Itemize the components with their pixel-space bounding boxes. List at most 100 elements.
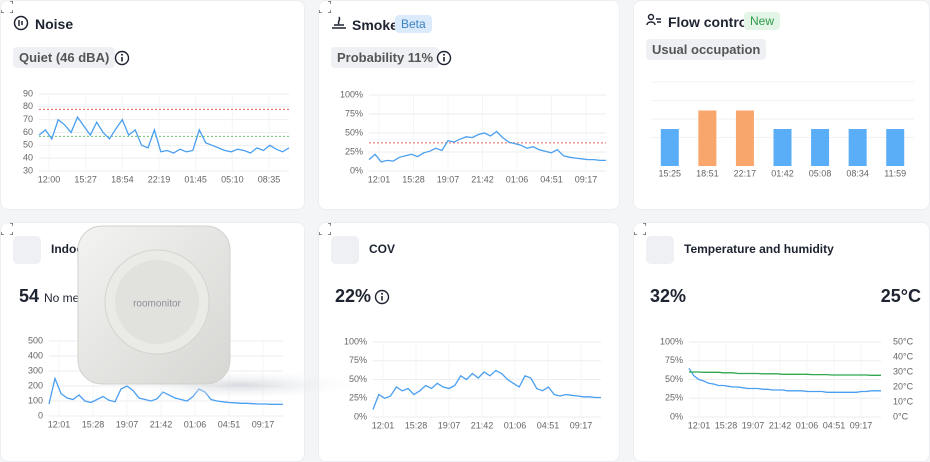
x-tick-label: 21:42	[471, 420, 494, 430]
bar	[698, 110, 717, 166]
device-image: roomonitor	[77, 225, 360, 399]
card-title: Flow control	[668, 14, 752, 30]
expand-button[interactable]	[1, 1, 13, 13]
y2-tick-label: 20°C	[893, 381, 914, 391]
flow-card: 15:25 18:51 22:17 01:42 05:08 08:34 11:59 Flow…	[633, 0, 930, 210]
indoor-icon	[13, 236, 41, 264]
x-tick-label: 01:06	[506, 174, 529, 184]
x-tick-label: 12:01	[368, 174, 391, 184]
y-tick-label: 80	[23, 101, 33, 111]
x-tick-label: 12:01	[372, 420, 395, 430]
x-tick-label: 15:28	[402, 174, 425, 184]
y-tick-label: 50%	[349, 374, 367, 384]
card-title: COV	[369, 242, 396, 256]
indoor-chart: 0 100 200 300 400 500 12:01 15:28 19:07 21:42 01:0…	[28, 335, 284, 429]
x-tick-label: 19:07	[116, 419, 139, 429]
x-tick-label: 12:01	[48, 419, 71, 429]
noise-card: 30 40 50 60 70 80 90 12:00 15:27 18:54 22:19 01:45 0…	[0, 0, 305, 210]
y-tick-label: 500	[28, 335, 43, 345]
y-tick-label: 30	[23, 165, 33, 175]
info-icon[interactable]	[114, 50, 130, 66]
x-tick-label: 15:28	[715, 420, 738, 430]
y2-tick-label: 0°C	[893, 411, 909, 421]
status-badge: Probability 11%	[331, 47, 440, 68]
bar	[735, 110, 754, 166]
x-tick-label: 09:17	[570, 420, 593, 430]
x-tick-label: 01:45	[184, 174, 207, 184]
series-line	[689, 371, 881, 376]
x-tick-label: 15:28	[82, 419, 105, 429]
x-tick-label: 01:42	[771, 168, 794, 178]
x-tick-label: 19:07	[437, 174, 460, 184]
y-tick-label: 300	[28, 365, 43, 375]
x-tick-label: 21:42	[769, 420, 792, 430]
y-tick-label: 0%	[350, 165, 363, 175]
x-tick-label: 04:51	[218, 419, 241, 429]
x-tick-label: 12:00	[38, 174, 61, 184]
y2-tick-label: 50°C	[893, 336, 914, 346]
y-tick-label: 40	[23, 153, 33, 163]
y-tick-label: 90	[23, 88, 33, 98]
bar	[848, 129, 867, 166]
x-tick-label: 15:27	[74, 174, 97, 184]
x-tick-label: 22:17	[734, 168, 757, 178]
card-title: Noise	[35, 16, 74, 32]
temp-card: 0% 25% 50% 75% 100% 0°C 10°C 20°C 30°C 40°C 50°C 12…	[633, 222, 930, 462]
x-tick-label: 05:10	[221, 174, 244, 184]
cov-icon	[331, 236, 359, 264]
smoke-card: 0% 25% 50% 75% 100% 12:01 15:28 19:07 21:42 01:06…	[318, 0, 620, 210]
series-line	[372, 369, 601, 410]
card-title: Smoke	[352, 17, 398, 33]
y-tick-label: 75%	[345, 108, 363, 118]
smoke-chart: 0% 25% 50% 75% 100% 12:01 15:28 19:07 21:42 01:06…	[340, 89, 606, 184]
y-tick-label: 100%	[340, 89, 363, 99]
device-label: roomonitor	[133, 299, 181, 310]
x-tick-label: 15:28	[405, 420, 428, 430]
series-line	[368, 130, 606, 163]
series-line	[688, 367, 881, 393]
expand-button[interactable]	[634, 223, 646, 235]
flow-chart: 15:25 18:51 22:17 01:42 05:08 08:34 11:59	[651, 81, 914, 178]
y-tick-label: 50%	[345, 127, 363, 137]
info-icon[interactable]	[436, 50, 452, 66]
humidity-value: 32%	[650, 286, 687, 306]
x-tick-label: 04:51	[823, 420, 846, 430]
x-tick-label: 01:06	[504, 420, 527, 430]
x-tick-label: 09:17	[850, 420, 873, 430]
bar	[660, 129, 679, 166]
smoke-icon	[332, 16, 346, 29]
bar	[811, 129, 830, 166]
temperature-value: 25°C	[880, 286, 921, 306]
y-tick-label: 75%	[665, 355, 683, 365]
new-tag: New	[744, 12, 781, 30]
bar	[773, 129, 792, 166]
y2-tick-label: 40°C	[893, 351, 914, 361]
temp-icon	[646, 236, 674, 264]
x-tick-label: 18:54	[111, 174, 134, 184]
y-tick-label: 25%	[665, 393, 683, 403]
y-tick-label: 0	[38, 410, 43, 420]
y-tick-label: 25%	[345, 146, 363, 156]
x-tick-label: 04:51	[537, 420, 560, 430]
x-tick-label: 08:35	[258, 174, 281, 184]
y-tick-label: 50%	[665, 374, 683, 384]
x-tick-label: 08:34	[846, 168, 869, 178]
x-tick-label: 05:08	[809, 168, 832, 178]
x-tick-label: 19:07	[438, 420, 461, 430]
x-tick-label: 18:51	[696, 168, 719, 178]
expand-button[interactable]	[1, 223, 13, 235]
value-note: No mea	[44, 291, 87, 305]
expand-button[interactable]	[319, 1, 331, 13]
y-tick-label: 200	[28, 380, 43, 390]
info-icon[interactable]	[374, 289, 390, 305]
bar	[886, 129, 905, 166]
y-tick-label: 100%	[660, 336, 683, 346]
x-tick-label: 15:25	[659, 168, 682, 178]
y-tick-label: 50	[23, 140, 33, 150]
status-badge: Usual occupation	[646, 39, 767, 60]
y-tick-label: 60	[23, 127, 33, 137]
noise-icon	[13, 15, 29, 31]
y-tick-label: 0%	[354, 411, 367, 421]
x-tick-label: 21:42	[471, 174, 494, 184]
